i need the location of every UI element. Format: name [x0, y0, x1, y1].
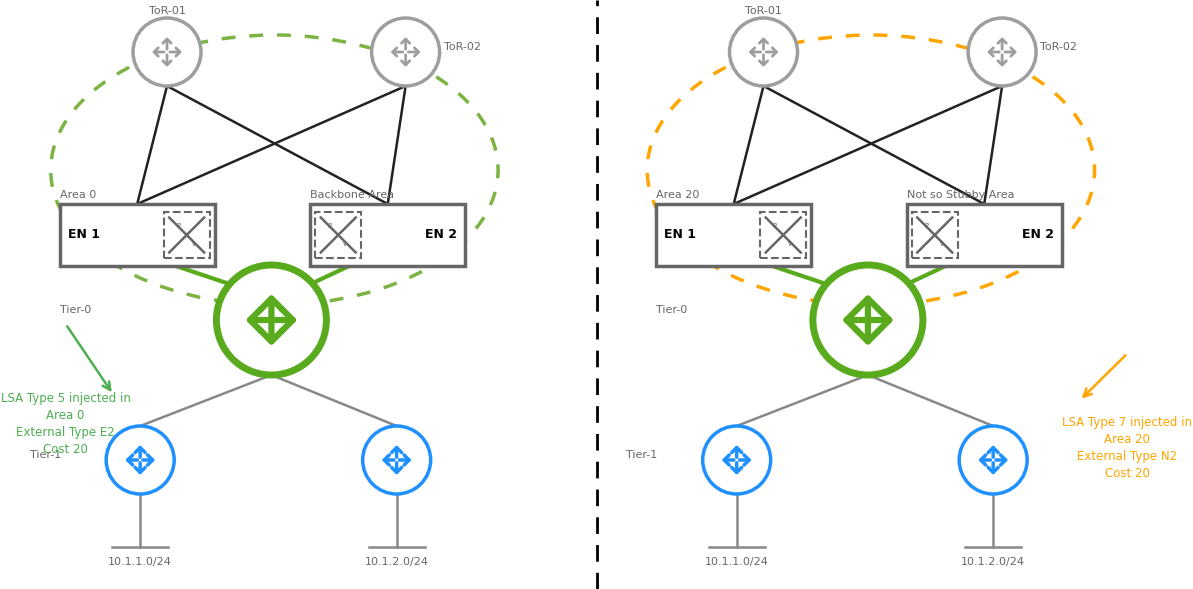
- Text: 10.1.2.0/24: 10.1.2.0/24: [365, 557, 428, 567]
- Text: v: v: [192, 241, 196, 247]
- Text: EN 1: EN 1: [665, 229, 697, 241]
- Text: 10.1.2.0/24: 10.1.2.0/24: [962, 557, 1025, 567]
- Circle shape: [812, 265, 923, 375]
- Circle shape: [216, 265, 327, 375]
- Circle shape: [363, 426, 431, 494]
- Circle shape: [372, 18, 439, 86]
- Text: EN 2: EN 2: [425, 229, 457, 241]
- Text: LSA Type 5 injected in
Area 0
External Type E2
Cost 20: LSA Type 5 injected in Area 0 External T…: [1, 392, 130, 456]
- Text: Area 20: Area 20: [656, 190, 699, 200]
- FancyBboxPatch shape: [310, 204, 465, 266]
- Text: Backbone Area: Backbone Area: [310, 190, 395, 200]
- FancyBboxPatch shape: [907, 204, 1062, 266]
- FancyBboxPatch shape: [163, 212, 210, 258]
- Text: EN 1: EN 1: [68, 229, 100, 241]
- Text: 10.1.1.0/24: 10.1.1.0/24: [109, 557, 172, 567]
- Text: ToR-02: ToR-02: [444, 42, 481, 52]
- Text: LSA Type 7 injected in
Area 20
External Type N2
Cost 20: LSA Type 7 injected in Area 20 External …: [1063, 416, 1192, 479]
- Circle shape: [969, 18, 1036, 86]
- Text: 10.1.1.0/24: 10.1.1.0/24: [705, 557, 768, 567]
- Circle shape: [730, 18, 797, 86]
- Text: Tier-0: Tier-0: [656, 305, 687, 315]
- Text: EN 2: EN 2: [1021, 229, 1053, 241]
- FancyBboxPatch shape: [911, 212, 958, 258]
- Text: v: v: [344, 241, 347, 247]
- Text: ToR-01: ToR-01: [746, 6, 781, 16]
- Text: Tier-1: Tier-1: [30, 450, 61, 460]
- Text: P: P: [923, 223, 928, 229]
- Circle shape: [959, 426, 1027, 494]
- Text: Tier-0: Tier-0: [60, 305, 91, 315]
- Text: v: v: [789, 241, 792, 247]
- Text: Area 0: Area 0: [60, 190, 95, 200]
- Circle shape: [106, 426, 174, 494]
- Circle shape: [134, 18, 200, 86]
- Text: P: P: [175, 223, 180, 229]
- FancyBboxPatch shape: [60, 204, 215, 266]
- Text: P: P: [772, 223, 777, 229]
- Text: Tier-1: Tier-1: [626, 450, 657, 460]
- Circle shape: [703, 426, 771, 494]
- Text: ToR-01: ToR-01: [149, 6, 185, 16]
- Text: Not so Stubby Area: Not so Stubby Area: [907, 190, 1014, 200]
- FancyBboxPatch shape: [656, 204, 811, 266]
- Text: v: v: [940, 241, 944, 247]
- Text: ToR-02: ToR-02: [1040, 42, 1077, 52]
- FancyBboxPatch shape: [315, 212, 361, 258]
- Text: P: P: [327, 223, 332, 229]
- FancyBboxPatch shape: [760, 212, 806, 258]
